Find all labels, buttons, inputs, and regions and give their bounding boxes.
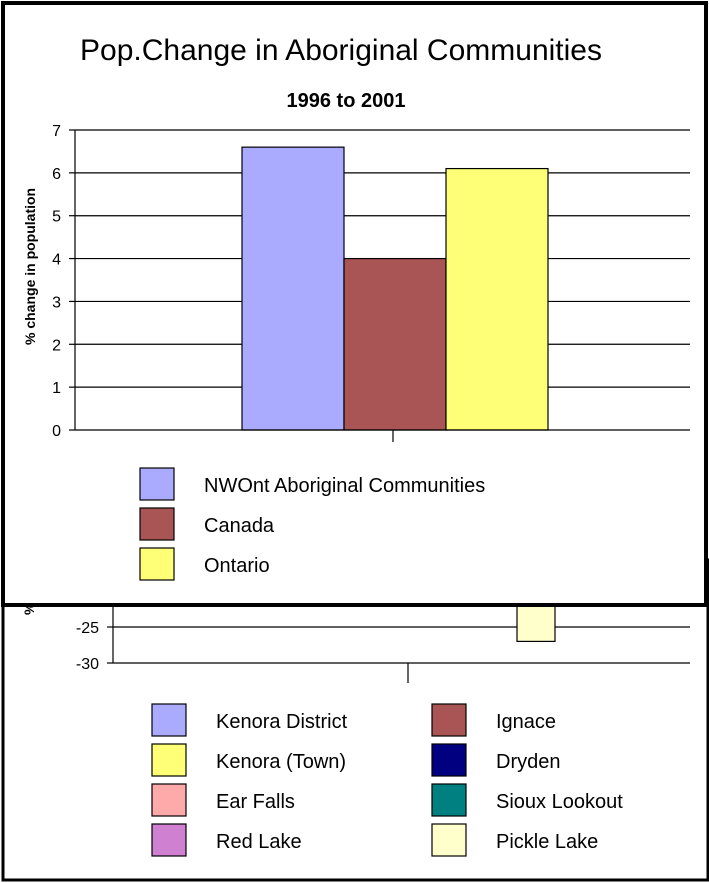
legend-swatch bbox=[431, 823, 467, 857]
legend-swatch bbox=[431, 703, 467, 737]
legend-swatch bbox=[139, 467, 175, 501]
legend-label: Ear Falls bbox=[216, 791, 295, 813]
legend-swatch bbox=[151, 783, 187, 817]
chart-title: Pop.Change in Aboriginal Communities bbox=[80, 34, 602, 67]
legend-label: Pickle Lake bbox=[496, 831, 598, 853]
y-tick-label: 7 bbox=[52, 123, 61, 140]
y-tick-label: 6 bbox=[52, 166, 61, 183]
legend-swatch bbox=[151, 823, 187, 857]
legend-label: Ignace bbox=[496, 711, 556, 733]
y-tick-label: 3 bbox=[52, 294, 61, 311]
y-tick-label: 4 bbox=[52, 252, 61, 269]
back-chart-frame bbox=[1, 558, 709, 882]
back-chart-axes: -25 -30 bbox=[76, 605, 690, 683]
legend-swatch bbox=[139, 547, 175, 581]
legend-label: Kenora (Town) bbox=[216, 751, 346, 773]
legend-swatch bbox=[431, 783, 467, 817]
bar-canada bbox=[343, 257, 447, 431]
legend-swatch bbox=[151, 703, 187, 737]
legend-label: NWOnt Aboriginal Communities bbox=[204, 475, 485, 497]
legend-swatch bbox=[139, 507, 175, 541]
y-axis-label: % change in population bbox=[22, 188, 38, 345]
y-tick-label: 2 bbox=[52, 337, 61, 354]
y-tick-label: 1 bbox=[52, 380, 61, 397]
back-chart-bars bbox=[516, 604, 556, 643]
legend-label: Ontario bbox=[204, 555, 270, 577]
legend-label: Canada bbox=[204, 515, 275, 537]
y-tick-label: 0 bbox=[52, 423, 61, 440]
legend-label: Kenora District bbox=[216, 711, 348, 733]
front-chart-axes: 0 1 2 3 4 5 6 7 bbox=[52, 123, 690, 442]
legend-label: Sioux Lookout bbox=[496, 791, 623, 813]
back-chart-legend: Kenora District Ignace Kenora (Town) Dryden… bbox=[151, 703, 623, 857]
legend-swatch bbox=[431, 743, 467, 777]
legend-label: Red Lake bbox=[216, 831, 302, 853]
bar-pickle-lake bbox=[516, 604, 556, 643]
y-tick-label: -30 bbox=[76, 656, 99, 673]
front-chart: Pop.Change in Aboriginal Communities 199… bbox=[1, 1, 708, 607]
bar-ontario bbox=[445, 167, 549, 431]
y-tick-label: -25 bbox=[76, 620, 99, 637]
bar-nwont-aboriginal-communities bbox=[241, 146, 345, 431]
legend-swatch bbox=[151, 743, 187, 777]
y-tick-label: 5 bbox=[52, 209, 61, 226]
front-chart-legend: NWOnt Aboriginal Communities Canada Ontari… bbox=[139, 467, 485, 581]
chart-subtitle: 1996 to 2001 bbox=[287, 90, 406, 112]
legend-label: Dryden bbox=[496, 751, 560, 773]
